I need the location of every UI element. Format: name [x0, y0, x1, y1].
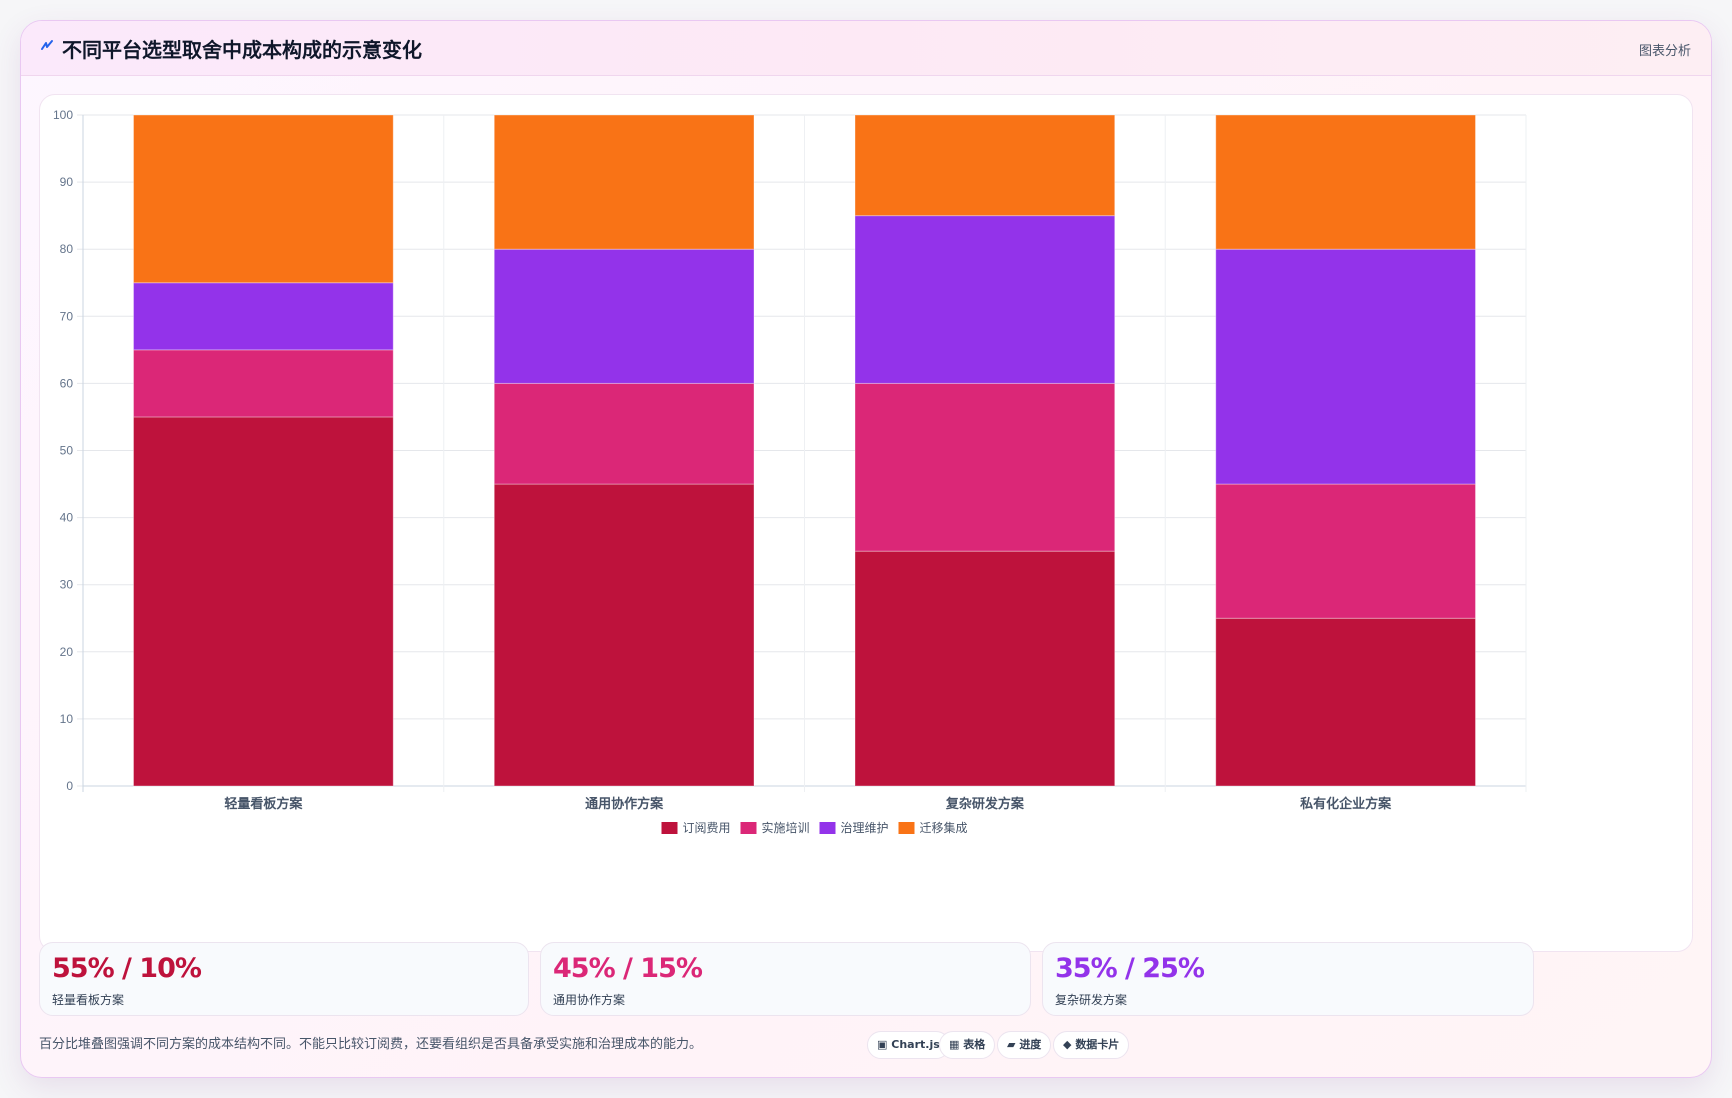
stat-label: 通用协作方案	[553, 993, 626, 1007]
chip-label: 表格	[963, 1038, 986, 1051]
y-tick-label: 10	[60, 712, 74, 726]
x-tick-label: 通用协作方案	[585, 796, 664, 811]
x-tick-label: 私有化企业方案	[1300, 796, 1392, 811]
legend-swatch	[819, 822, 836, 834]
card-icon: ◆	[1063, 1038, 1072, 1051]
stat-value: 45% / 15%	[553, 953, 703, 984]
chip-label: 进度	[1019, 1038, 1042, 1051]
legend-label: 治理维护	[841, 821, 889, 835]
stat-card-1: 55% / 10% 轻量看板方案	[39, 942, 529, 1016]
bar-segment	[1215, 617, 1476, 787]
stacked-bar-chart: 0 10 20 30 40 50 60 70 80 90 100 轻量看板方案 通用协作方案 复杂研发方案…	[53, 108, 1527, 835]
stat-label: 轻量看板方案	[52, 993, 125, 1007]
bar-segment	[493, 483, 755, 787]
bar-segment	[133, 282, 394, 351]
legend-swatch	[661, 822, 678, 834]
progress-icon: ▰	[1007, 1038, 1016, 1051]
chip-data-card[interactable]: ◆ 数据卡片	[1053, 1031, 1130, 1059]
legend-label: 实施培训	[762, 820, 810, 835]
bar-segment	[854, 550, 1116, 787]
card-header: 不同平台选型取舍中成本构成的示意变化 图表分析	[21, 21, 1711, 76]
bar-segment	[493, 382, 755, 485]
y-tick-label: 40	[60, 511, 74, 525]
bar-segment	[1215, 114, 1476, 250]
bar-segment	[133, 349, 394, 418]
y-tick-label: 50	[60, 444, 74, 458]
chip-label: Chart.js	[891, 1038, 940, 1051]
bar-segment	[1215, 483, 1476, 619]
y-tick-label: 90	[60, 175, 74, 189]
bar-segment	[133, 416, 394, 787]
bar-segment	[133, 114, 394, 284]
y-tick-label: 80	[60, 242, 74, 256]
bar-segment	[493, 248, 755, 384]
legend-label: 订阅费用	[683, 821, 731, 835]
chip-chartjs[interactable]: ▣ Chart.js	[867, 1031, 950, 1059]
chip-table[interactable]: ▦ 表格	[939, 1031, 996, 1059]
x-tick-label: 复杂研发方案	[945, 796, 1025, 811]
legend-label: 迁移集成	[920, 820, 968, 835]
wave-icon	[41, 40, 53, 50]
bar-segment	[854, 215, 1116, 384]
chart-icon: ▣	[877, 1038, 888, 1051]
y-tick-label: 0	[66, 779, 73, 793]
chart-panel: 0 10 20 30 40 50 60 70 80 90 100 轻量看板方案 通用协作方案 复杂研发方案…	[39, 94, 1693, 952]
table-icon: ▦	[949, 1038, 960, 1051]
bar-segment	[1215, 248, 1476, 485]
stat-card-3: 35% / 25% 复杂研发方案	[1042, 942, 1534, 1016]
footnote: 百分比堆叠图强调不同方案的成本结构不同。不能只比较订阅费，还要看组织是否具备承受…	[39, 1037, 703, 1052]
y-tick-label: 70	[60, 309, 74, 323]
bar-segment	[854, 114, 1116, 217]
stat-label: 复杂研发方案	[1055, 993, 1128, 1007]
legend-swatch	[740, 822, 757, 834]
stat-value: 35% / 25%	[1055, 953, 1205, 984]
y-tick-label: 100	[53, 108, 73, 122]
chip-progress[interactable]: ▰ 进度	[997, 1031, 1052, 1059]
bar-segment	[854, 382, 1116, 552]
chart-analysis-link[interactable]: 图表分析	[1638, 44, 1691, 59]
stat-card-2: 45% / 15% 通用协作方案	[540, 942, 1031, 1016]
y-tick-label: 30	[60, 578, 74, 592]
x-tick-label: 轻量看板方案	[224, 796, 303, 811]
page-title: 不同平台选型取舍中成本构成的示意变化	[62, 38, 422, 62]
bar-segment	[493, 114, 755, 250]
legend-swatch	[898, 822, 915, 834]
y-tick-label: 60	[60, 376, 74, 390]
stat-value: 55% / 10%	[52, 953, 202, 984]
chart-card: 不同平台选型取舍中成本构成的示意变化 图表分析 0 10 20 30 40 50 60 70 8…	[20, 20, 1712, 1078]
chip-label: 数据卡片	[1075, 1038, 1120, 1051]
y-tick-label: 20	[60, 645, 74, 659]
